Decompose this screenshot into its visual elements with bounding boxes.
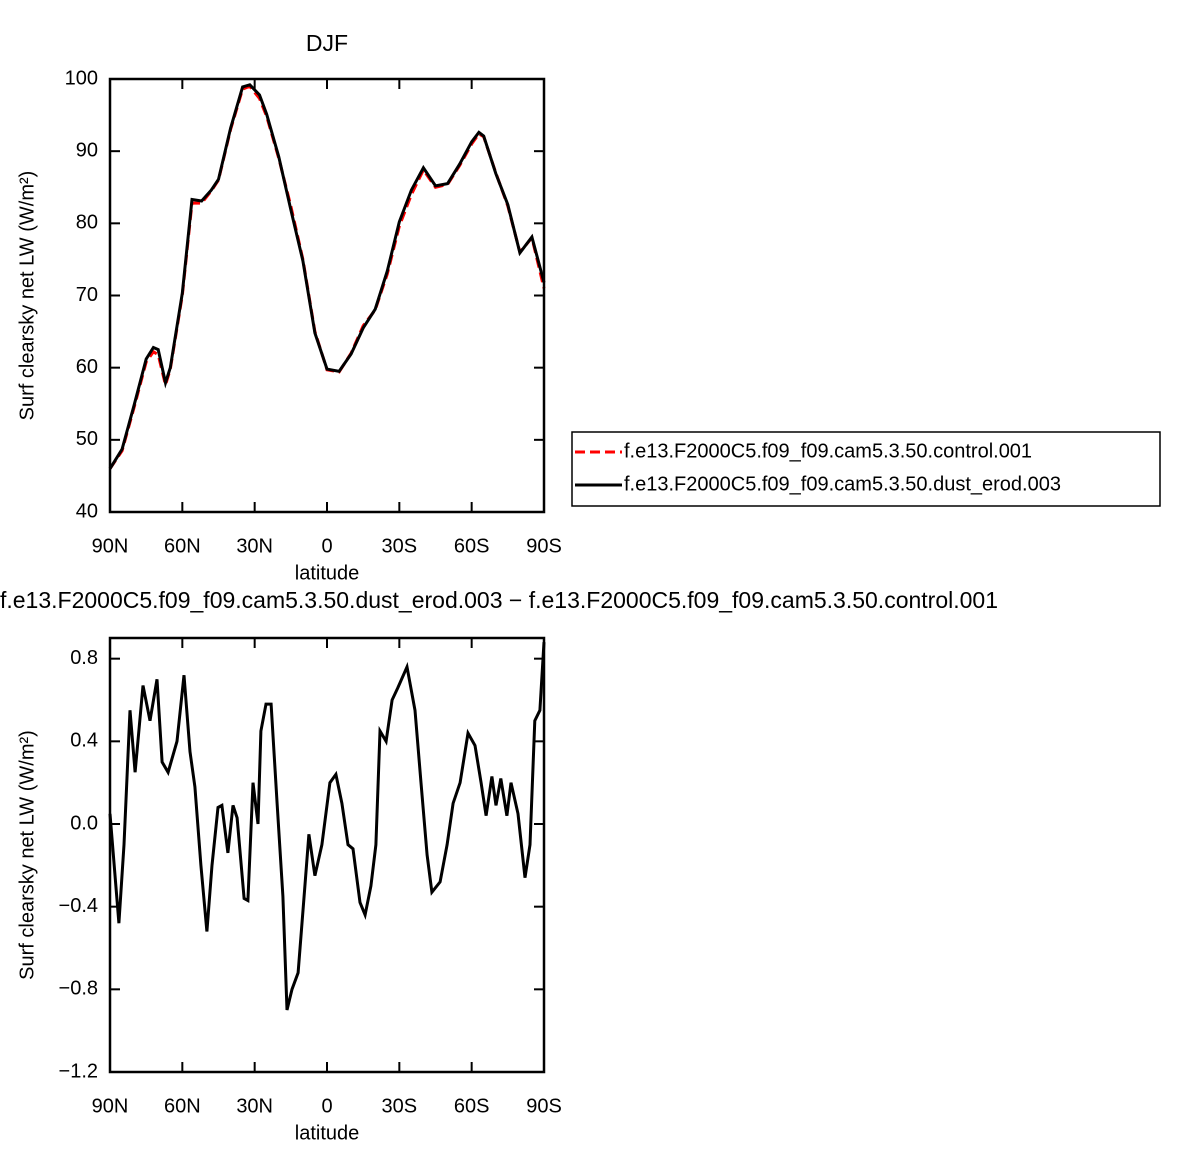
data-line [108, 642, 546, 1011]
chart-title: f.e13.F2000C5.f09_f09.cam5.3.50.dust_ero… [0, 587, 998, 613]
data-line [108, 84, 546, 470]
y-tick-label: −0.4 [59, 895, 98, 917]
x-axis-label: latitude [295, 562, 360, 584]
y-tick-label: 0.8 [70, 647, 98, 669]
y-tick-label: 0.0 [70, 812, 98, 834]
x-tick-label: 0 [321, 535, 332, 557]
x-tick-label: 60N [164, 535, 201, 557]
x-axis-label: latitude [295, 1122, 360, 1144]
y-tick-label: 50 [76, 428, 98, 450]
y-tick-label: −0.8 [59, 978, 98, 1000]
y-tick-label: 40 [76, 500, 98, 522]
x-tick-label: 90S [526, 535, 562, 557]
legend-label: f.e13.F2000C5.f09_f09.cam5.3.50.control.… [624, 440, 1032, 462]
x-tick-label: 90N [92, 1095, 129, 1117]
x-tick-label: 30N [236, 535, 273, 557]
x-tick-label: 60N [164, 1095, 201, 1117]
x-tick-label: 30S [382, 535, 418, 557]
y-tick-label: 0.4 [70, 730, 98, 752]
data-line [108, 83, 546, 470]
x-tick-label: 30S [382, 1095, 418, 1117]
plot-frame [108, 77, 546, 514]
legend-box [571, 431, 1161, 507]
x-tick-label: 0 [321, 1095, 332, 1117]
y-axis-label: Surf clearsky net LW (W/m²) [16, 171, 38, 421]
x-tick-label: 60S [454, 1095, 490, 1117]
y-tick-label: 100 [65, 67, 98, 89]
legend-label: f.e13.F2000C5.f09_f09.cam5.3.50.dust_ero… [624, 473, 1061, 495]
x-tick-label: 30N [236, 1095, 273, 1117]
y-tick-label: 80 [76, 212, 98, 234]
y-axis-label: Surf clearsky net LW (W/m²) [16, 730, 38, 980]
y-tick-label: 90 [76, 139, 98, 161]
x-tick-label: 90N [92, 535, 129, 557]
chart-title: DJF [306, 30, 348, 56]
plot-frame [108, 636, 546, 1074]
x-tick-label: 60S [454, 535, 490, 557]
y-tick-label: 60 [76, 356, 98, 378]
y-tick-label: 70 [76, 284, 98, 306]
x-tick-label: 90S [526, 1095, 562, 1117]
y-tick-label: −1.2 [59, 1060, 98, 1082]
